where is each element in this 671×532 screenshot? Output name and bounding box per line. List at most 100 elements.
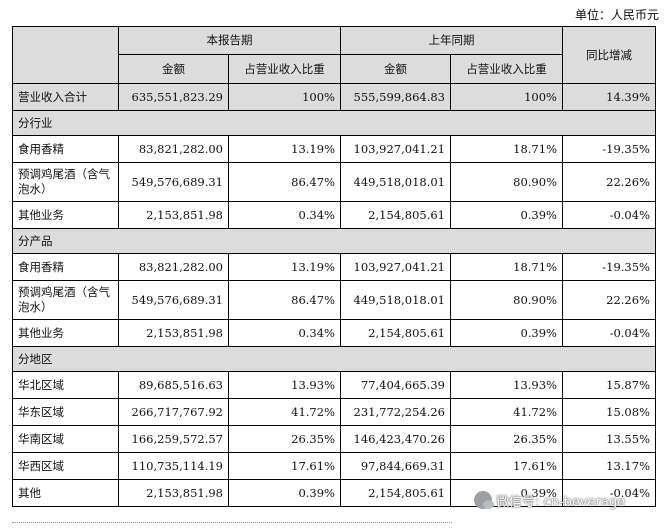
yoy-change: 22.26%	[562, 162, 656, 202]
current-share: 13.93%	[228, 371, 341, 399]
header-yoy-change: 同比增减	[562, 26, 656, 84]
yoy-change: -19.35%	[562, 253, 656, 281]
header-row-2: 金额 占营业收入比重 金额 占营业收入比重	[13, 54, 656, 84]
header-current-period: 本报告期	[118, 26, 341, 55]
section-header-row: 分行业	[12, 110, 656, 136]
current-share: 13.19%	[228, 135, 341, 163]
prior-share: 18.71%	[450, 135, 563, 163]
prior-share: 17.61%	[450, 452, 563, 480]
watermark-text: 微信号: cn-beverage	[496, 494, 626, 510]
current-share: 86.47%	[228, 162, 341, 202]
table-row: 预调鸡尾酒（含气泡水） 549,576,689.31 86.47% 449,518,0…	[12, 162, 656, 202]
wechat-icon	[474, 491, 494, 509]
section-title: 分产品	[12, 228, 656, 254]
section-header-row: 分地区	[12, 346, 656, 372]
prior-amount: 97,844,669.31	[340, 452, 451, 480]
current-share: 0.39%	[228, 479, 341, 507]
current-share: 41.72%	[228, 398, 341, 426]
table-row: 其他业务 2,153,851.98 0.34% 2,154,805.61 0.39% -0…	[12, 319, 656, 347]
table-row: 其他业务 2,153,851.98 0.34% 2,154,805.61 0.39% -0…	[12, 201, 656, 229]
unit-label: 单位：人民币元	[574, 8, 659, 22]
prior-amount: 2,154,805.61	[340, 479, 451, 507]
table-row: 预调鸡尾酒（含气泡水） 549,576,689.31 86.47% 449,518,0…	[12, 280, 656, 320]
revenue-breakdown-table: 本报告期 上年同期 同比增减 金额 占营业收入比重 金额 占营业收入比重 营业收…	[12, 26, 656, 507]
section-title: 分行业	[12, 110, 656, 136]
current-amount: 266,717,767.92	[118, 398, 229, 426]
prior-share: 100%	[450, 83, 563, 111]
table-row: 其他 2,153,851.98 0.39% 2,154,805.61 0.39% -0.0…	[12, 479, 656, 507]
row-label: 预调鸡尾酒（含气泡水）	[12, 162, 119, 202]
row-label: 其他业务	[12, 319, 119, 347]
current-share: 86.47%	[228, 280, 341, 320]
current-share: 13.19%	[228, 253, 341, 281]
yoy-change: 22.26%	[562, 280, 656, 320]
current-amount: 83,821,282.00	[118, 253, 229, 281]
current-amount: 549,576,689.31	[118, 162, 229, 202]
header-cur-share: 占营业收入比重	[228, 54, 341, 84]
footnote-fragment	[12, 522, 452, 527]
current-amount: 89,685,516.63	[118, 371, 229, 399]
yoy-change: -0.04%	[562, 201, 656, 229]
prior-share: 80.90%	[450, 162, 563, 202]
prior-share: 80.90%	[450, 280, 563, 320]
current-share: 17.61%	[228, 452, 341, 480]
prior-amount: 103,927,041.21	[340, 253, 451, 281]
row-label: 华西区域	[12, 452, 119, 480]
yoy-change: -19.35%	[562, 135, 656, 163]
current-share: 26.35%	[228, 425, 341, 453]
prior-amount: 2,154,805.61	[340, 201, 451, 229]
current-amount: 166,259,572.57	[118, 425, 229, 453]
section-title: 分地区	[12, 346, 656, 372]
prior-amount: 555,599,864.83	[340, 83, 451, 111]
prior-amount: 103,927,041.21	[340, 135, 451, 163]
current-amount: 110,735,114.19	[118, 452, 229, 480]
row-label: 华东区域	[12, 398, 119, 426]
current-amount: 549,576,689.31	[118, 280, 229, 320]
row-label: 华北区域	[12, 371, 119, 399]
current-amount: 635,551,823.29	[118, 83, 229, 111]
current-share: 100%	[228, 83, 341, 111]
table-row: 华西区域 110,735,114.19 17.61% 97,844,669.31 17.…	[12, 452, 656, 480]
prior-amount: 231,772,254.26	[340, 398, 451, 426]
yoy-change: 13.17%	[562, 452, 656, 480]
current-amount: 83,821,282.00	[118, 135, 229, 163]
row-label: 食用香精	[12, 253, 119, 281]
current-amount: 2,153,851.98	[118, 479, 229, 507]
table-row: 食用香精 83,821,282.00 13.19% 103,927,041.21 18.…	[12, 253, 656, 281]
yoy-change: 15.87%	[562, 371, 656, 399]
prior-share: 26.35%	[450, 425, 563, 453]
current-amount: 2,153,851.98	[118, 201, 229, 229]
prior-amount: 2,154,805.61	[340, 319, 451, 347]
prior-amount: 449,518,018.01	[340, 162, 451, 202]
yoy-change: 15.08%	[562, 398, 656, 426]
table-row: 华南区域 166,259,572.57 26.35% 146,423,470.26 26…	[12, 425, 656, 453]
prior-share: 13.93%	[450, 371, 563, 399]
prior-share: 18.71%	[450, 253, 563, 281]
current-share: 0.34%	[228, 201, 341, 229]
current-amount: 2,153,851.98	[118, 319, 229, 347]
prior-share: 0.39%	[450, 319, 563, 347]
yoy-change: -0.04%	[562, 319, 656, 347]
prior-amount: 449,518,018.01	[340, 280, 451, 320]
current-share: 0.34%	[228, 319, 341, 347]
header-prior-period: 上年同期	[340, 26, 563, 55]
wechat-watermark: 微信号: cn-beverage	[474, 487, 666, 513]
prior-amount: 77,404,665.39	[340, 371, 451, 399]
prior-amount: 146,423,470.26	[340, 425, 451, 453]
header-prev-share: 占营业收入比重	[450, 54, 563, 84]
section-header-row: 分产品	[12, 228, 656, 254]
row-label: 营业收入合计	[12, 83, 119, 111]
header-prev-amount: 金额	[340, 54, 451, 84]
table-row: 华东区域 266,717,767.92 41.72% 231,772,254.26 41…	[12, 398, 656, 426]
header-cur-amount: 金额	[118, 54, 229, 84]
prior-share: 0.39%	[450, 201, 563, 229]
row-label: 其他业务	[12, 201, 119, 229]
prior-share: 41.72%	[450, 398, 563, 426]
prior-share: 0.39%	[450, 479, 563, 507]
total-row: 营业收入合计 635,551,823.29 100% 555,599,864.83 10…	[12, 83, 656, 111]
table-row: 食用香精 83,821,282.00 13.19% 103,927,041.21 18.…	[12, 135, 656, 163]
row-label: 其他	[12, 479, 119, 507]
yoy-change: -0.04%	[562, 479, 656, 507]
header-row-1: 本报告期 上年同期 同比增减	[12, 26, 656, 84]
row-label: 预调鸡尾酒（含气泡水）	[12, 280, 119, 320]
